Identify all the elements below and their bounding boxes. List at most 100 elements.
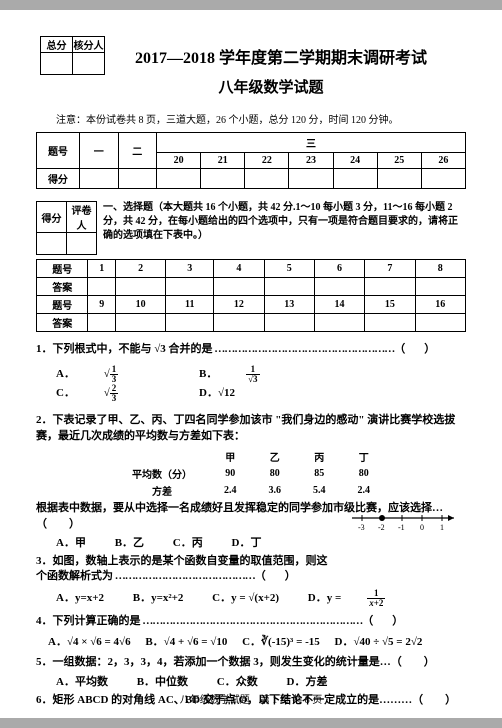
- blank-cell: [333, 169, 377, 189]
- q-header: 题号: [37, 296, 88, 314]
- opt-label: C．: [56, 384, 75, 400]
- q-num: 4: [214, 260, 264, 278]
- question-5: 5．一组数据：2，3，3，4，若添加一个数据 3，则发生变化的统计量是…（ ）: [36, 655, 466, 670]
- blank-cell: [415, 314, 465, 332]
- col-two: 二: [118, 133, 157, 169]
- opt-label: B．: [199, 365, 217, 381]
- svg-text:-2: -2: [378, 523, 385, 532]
- q-num: 7: [365, 260, 415, 278]
- q-num: 10: [115, 296, 165, 314]
- q5-opt-c: C．众数: [217, 673, 258, 689]
- blank-cell: [67, 233, 97, 255]
- q3-options: A．y=x+2 B．y=x²+2 C．y = √(x+2) D．y = 1x+2: [56, 589, 466, 608]
- q3-line2: 个函数解析式为: [36, 570, 113, 582]
- blank-cell: [88, 278, 115, 296]
- q3-line1: 3．如图，数轴上表示的是某个函数自变量的取值范围，则这: [36, 554, 466, 569]
- q5-opt-a: A．平均数: [56, 673, 108, 689]
- sub-col: 25: [377, 153, 421, 169]
- row-label: 平均数（分）: [116, 465, 208, 482]
- q-num: 9: [88, 296, 115, 314]
- sub-col: 24: [333, 153, 377, 169]
- opt-label: D．y =: [308, 589, 341, 605]
- blank-cell: [264, 278, 314, 296]
- q-num: 13: [264, 296, 314, 314]
- exam-notice: 注意：本份试卷共 8 页，三道大题，26 个小题，总分 120 分，时间 120…: [56, 111, 466, 126]
- exam-title-line2: 八年级数学试题: [76, 76, 466, 97]
- blank-cell: [115, 314, 165, 332]
- q2-opt-a: A．甲: [56, 534, 86, 550]
- cell: 80: [342, 465, 387, 482]
- question-2: 2．下表记录了甲、乙、丙、丁四名同学参加该市 "我们身边的感动" 演讲比赛学校选…: [36, 413, 466, 444]
- svg-text:-1: -1: [398, 523, 405, 532]
- blank-cell: [115, 278, 165, 296]
- q2-line2: 赛，最近几次成绩的平均数与方差如下表：: [36, 429, 466, 444]
- blank-cell: [415, 278, 465, 296]
- col-three: 三: [157, 133, 466, 153]
- th: 甲: [208, 448, 253, 465]
- q-num: 5: [264, 260, 314, 278]
- q4-stem: 4．下列计算正确的是: [36, 615, 141, 627]
- blank-cell: [166, 278, 214, 296]
- q1-opt-d: D．√12: [199, 384, 235, 400]
- q2-opt-d: D．丁: [232, 534, 262, 550]
- cell: 80: [253, 465, 298, 482]
- q2-opt-b: B．乙: [115, 534, 144, 550]
- q2-data-table: 甲 乙 丙 丁 平均数（分） 90 80 85 80 方差 2.4 3.6 5.…: [116, 448, 386, 499]
- q-num: 11: [166, 296, 214, 314]
- answer-grid: 题号 1 2 3 4 5 6 7 8 答案 题号 9 10 11 12 13 1…: [36, 259, 466, 332]
- blank-cell: [377, 169, 421, 189]
- question-3: 3．如图，数轴上表示的是某个函数自变量的取值范围，则这 个函数解析式为 ……………: [36, 554, 466, 585]
- q-num: 12: [214, 296, 264, 314]
- q4-opt-b: B．√4 + √6 = √10: [145, 633, 227, 649]
- th: [116, 448, 208, 465]
- q-num: 14: [314, 296, 364, 314]
- opt-label: A．: [56, 365, 75, 381]
- q4-opt-d: D．√40 ÷ √5 = 2√2: [335, 633, 423, 649]
- blank-cell: [79, 169, 118, 189]
- total-score-cell: [41, 53, 73, 75]
- dots: ………………………………………………（ ）: [213, 343, 435, 355]
- question-4: 4．下列计算正确的是 …………………………………………………………（ ）: [36, 614, 466, 629]
- col-header: 题号: [37, 133, 80, 169]
- th: 乙: [253, 448, 298, 465]
- q1-options: A． √13 B． 1√3 C． √23 D．√12: [56, 365, 466, 403]
- q3-opt-a: A．y=x+2: [56, 589, 104, 605]
- score-header: 得分: [37, 202, 67, 233]
- q-header: 题号: [37, 260, 88, 278]
- sub-col: 23: [289, 153, 333, 169]
- question-1: 1．下列根式中，不能与 √3 合并的是 ………………………………………………（ …: [36, 342, 466, 357]
- checker-header: 核分人: [73, 37, 105, 53]
- dots: ……………………………………（ ）: [113, 570, 295, 582]
- q-num: 1: [88, 260, 115, 278]
- row-label: 方差: [116, 482, 208, 499]
- q1-opt-c: C． √23: [56, 384, 170, 403]
- blank-cell: [365, 278, 415, 296]
- q-num: 16: [415, 296, 465, 314]
- blank-cell: [314, 278, 364, 296]
- q5-opt-d: D．方差: [287, 673, 328, 689]
- section-score-box: 得分评卷人: [36, 201, 97, 255]
- dots: …………………………………………………………（ ）: [141, 615, 403, 627]
- sub-col: 20: [157, 153, 201, 169]
- blank-cell: [157, 169, 201, 189]
- q3-opt-c: C．y = √(x+2): [212, 589, 279, 605]
- ans-header: 答案: [37, 278, 88, 296]
- sub-col: 26: [421, 153, 465, 169]
- blank-cell: [166, 314, 214, 332]
- th: 丁: [342, 448, 387, 465]
- ans-header: 答案: [37, 314, 88, 332]
- cell: 2.4: [208, 482, 253, 499]
- blank-cell: [314, 314, 364, 332]
- blank-cell: [88, 314, 115, 332]
- blank-cell: [37, 233, 67, 255]
- cell: 2.4: [342, 482, 387, 499]
- q1-stem: 1．下列根式中，不能与 √3 合并的是: [36, 343, 213, 355]
- q-num: 15: [365, 296, 415, 314]
- svg-text:0: 0: [420, 523, 424, 532]
- number-line-icon: -3 -2 -1 0 1: [350, 508, 460, 534]
- cell: 5.4: [297, 482, 342, 499]
- q-num: 2: [115, 260, 165, 278]
- svg-text:-3: -3: [358, 523, 365, 532]
- blank-cell: [289, 169, 333, 189]
- sub-col: 21: [201, 153, 245, 169]
